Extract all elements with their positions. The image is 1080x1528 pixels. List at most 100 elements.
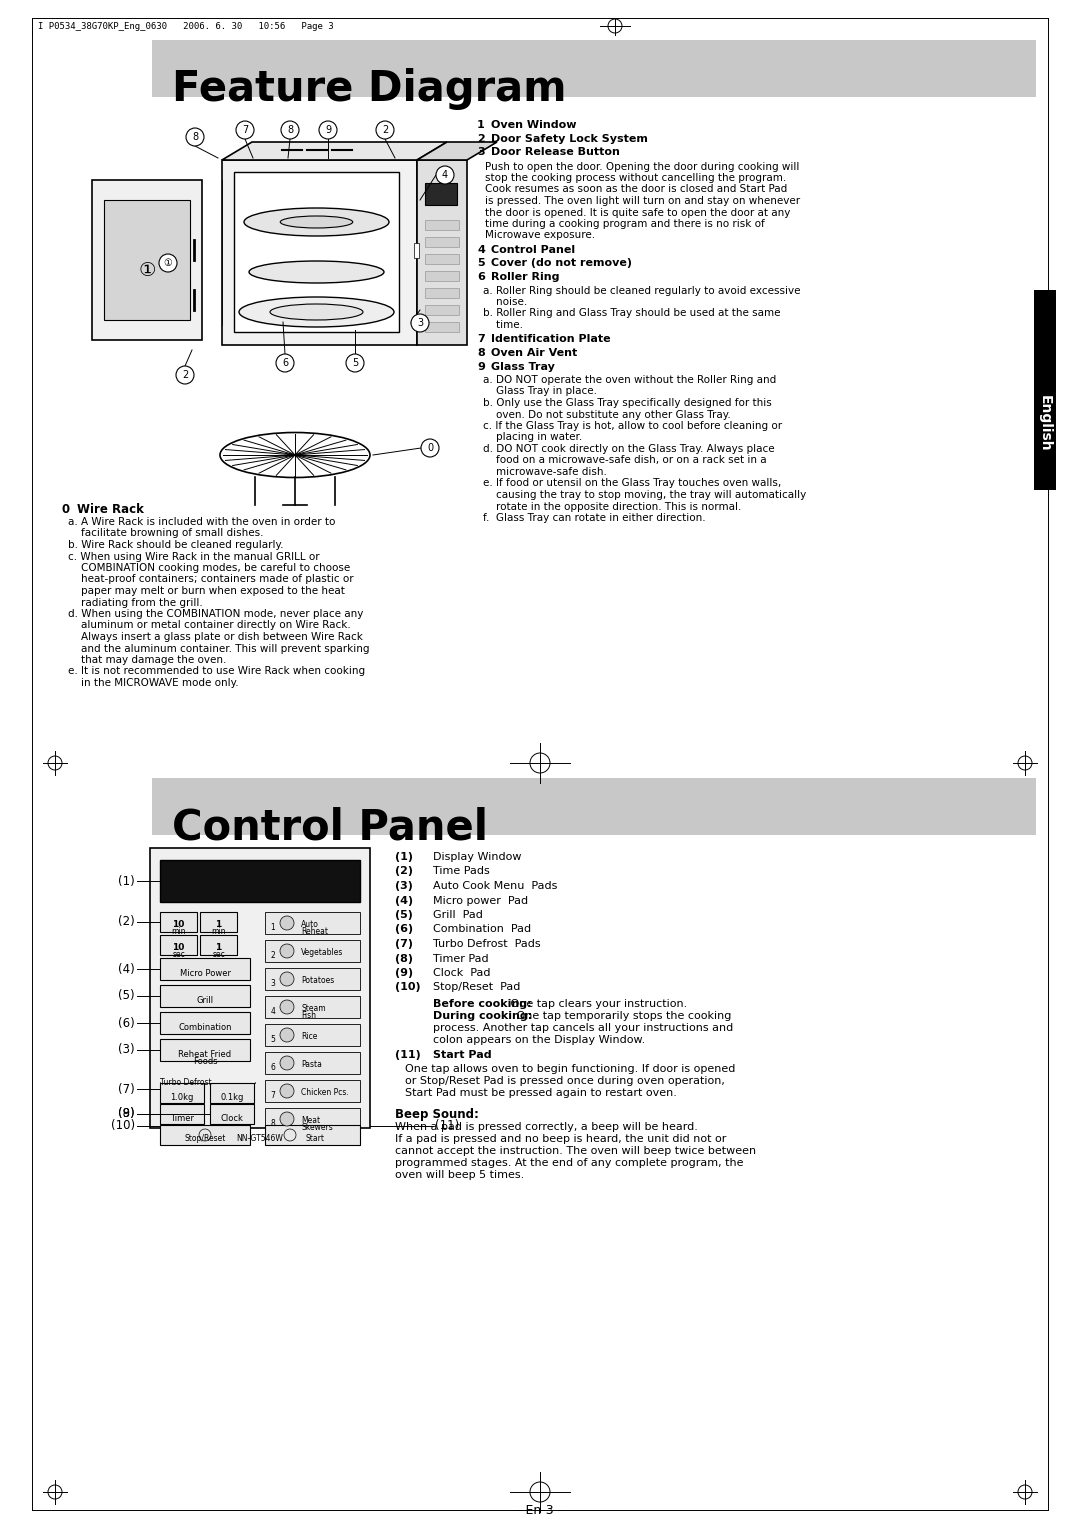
Text: 10: 10 xyxy=(173,943,185,952)
Text: Timer Pad: Timer Pad xyxy=(433,953,488,964)
Text: Wire Rack: Wire Rack xyxy=(77,503,144,516)
Text: (11): (11) xyxy=(395,1050,421,1060)
FancyBboxPatch shape xyxy=(152,778,1036,834)
Text: oven. Do not substitute any other Glass Tray.: oven. Do not substitute any other Glass … xyxy=(483,410,731,420)
Text: Combination: Combination xyxy=(178,1024,232,1031)
FancyBboxPatch shape xyxy=(150,848,370,1128)
FancyBboxPatch shape xyxy=(210,1105,254,1125)
Text: time.: time. xyxy=(483,319,523,330)
Text: d. When using the COMBINATION mode, never place any: d. When using the COMBINATION mode, neve… xyxy=(68,610,363,619)
Text: 8: 8 xyxy=(287,125,293,134)
Text: 2: 2 xyxy=(382,125,388,134)
FancyBboxPatch shape xyxy=(426,287,459,298)
Text: Roller Ring: Roller Ring xyxy=(491,272,559,283)
Text: 6: 6 xyxy=(282,358,288,368)
FancyBboxPatch shape xyxy=(160,1125,249,1144)
FancyBboxPatch shape xyxy=(222,160,417,345)
FancyBboxPatch shape xyxy=(160,986,249,1007)
Text: (1): (1) xyxy=(395,853,413,862)
FancyBboxPatch shape xyxy=(417,160,467,345)
Text: Clock  Pad: Clock Pad xyxy=(433,969,490,978)
Text: 7: 7 xyxy=(242,125,248,134)
Text: Steam: Steam xyxy=(301,1004,326,1013)
Text: sec: sec xyxy=(172,950,185,960)
Circle shape xyxy=(280,1083,294,1099)
Text: 1: 1 xyxy=(215,943,221,952)
Text: Timer: Timer xyxy=(170,1114,194,1123)
FancyBboxPatch shape xyxy=(160,1012,249,1034)
Text: that may damage the oven.: that may damage the oven. xyxy=(68,656,227,665)
Text: Turbo Defrost  Pads: Turbo Defrost Pads xyxy=(433,940,541,949)
FancyBboxPatch shape xyxy=(210,1083,254,1103)
Ellipse shape xyxy=(270,304,363,319)
FancyBboxPatch shape xyxy=(200,912,237,932)
FancyBboxPatch shape xyxy=(160,860,360,902)
Text: Grill  Pad: Grill Pad xyxy=(433,911,483,920)
Text: placing in water.: placing in water. xyxy=(483,432,582,443)
Text: (6): (6) xyxy=(395,924,414,935)
Text: Push to open the door. Opening the door during cooking will: Push to open the door. Opening the door … xyxy=(485,162,799,171)
Text: One tap clears your instruction.: One tap clears your instruction. xyxy=(507,999,687,1008)
Text: Identification Plate: Identification Plate xyxy=(491,335,610,344)
Text: One tap temporarily stops the cooking: One tap temporarily stops the cooking xyxy=(513,1012,731,1021)
Text: 2: 2 xyxy=(477,133,485,144)
FancyBboxPatch shape xyxy=(104,200,190,319)
Text: Potatoes: Potatoes xyxy=(301,976,334,986)
Text: (9): (9) xyxy=(395,969,414,978)
Circle shape xyxy=(411,313,429,332)
Text: Auto Cook Menu  Pads: Auto Cook Menu Pads xyxy=(433,882,557,891)
Text: Time Pads: Time Pads xyxy=(433,866,489,877)
Text: is pressed. The oven light will turn on and stay on whenever: is pressed. The oven light will turn on … xyxy=(485,196,800,206)
Text: heat-proof containers; containers made of plastic or: heat-proof containers; containers made o… xyxy=(68,575,353,585)
FancyBboxPatch shape xyxy=(1034,290,1056,490)
Text: Stop/Reset: Stop/Reset xyxy=(185,1134,226,1143)
Text: (2): (2) xyxy=(395,866,413,877)
Ellipse shape xyxy=(244,208,389,235)
Text: colon appears on the Display Window.: colon appears on the Display Window. xyxy=(433,1034,645,1045)
FancyBboxPatch shape xyxy=(414,243,419,258)
Text: 4: 4 xyxy=(442,170,448,180)
Text: NN-GT546W: NN-GT546W xyxy=(237,1134,283,1143)
Text: Control Panel: Control Panel xyxy=(172,805,488,848)
Text: ①: ① xyxy=(138,260,156,280)
Circle shape xyxy=(319,121,337,139)
Polygon shape xyxy=(222,142,447,160)
Text: I P0534_38G70KP_Eng_0630   2006. 6. 30   10:56   Page 3: I P0534_38G70KP_Eng_0630 2006. 6. 30 10:… xyxy=(38,21,334,31)
Ellipse shape xyxy=(280,215,353,228)
FancyBboxPatch shape xyxy=(160,912,197,932)
Text: 0: 0 xyxy=(62,503,70,516)
Circle shape xyxy=(159,254,177,272)
Text: Start Pad: Start Pad xyxy=(433,1050,491,1060)
Text: oven will beep 5 times.: oven will beep 5 times. xyxy=(395,1170,524,1180)
Circle shape xyxy=(280,999,294,1015)
Text: (8): (8) xyxy=(119,1108,135,1120)
Text: Cover (do not remove): Cover (do not remove) xyxy=(491,258,632,269)
Text: 1: 1 xyxy=(215,920,221,929)
Text: food on a microwave-safe dish, or on a rack set in a: food on a microwave-safe dish, or on a r… xyxy=(483,455,767,466)
Text: e. If food or utensil on the Glass Tray touches oven walls,: e. If food or utensil on the Glass Tray … xyxy=(483,478,781,489)
Text: c. When using Wire Rack in the manual GRILL or: c. When using Wire Rack in the manual GR… xyxy=(68,552,320,561)
FancyBboxPatch shape xyxy=(200,935,237,955)
Text: Before cooking:: Before cooking: xyxy=(433,999,531,1008)
Text: Start Pad must be pressed again to restart oven.: Start Pad must be pressed again to resta… xyxy=(405,1088,677,1099)
Circle shape xyxy=(280,915,294,931)
Text: 8: 8 xyxy=(271,1118,275,1128)
Text: 0.1kg: 0.1kg xyxy=(220,1093,244,1102)
FancyBboxPatch shape xyxy=(426,270,459,281)
Text: c. If the Glass Tray is hot, allow to cool before cleaning or: c. If the Glass Tray is hot, allow to co… xyxy=(483,422,782,431)
Circle shape xyxy=(436,167,454,183)
Text: 4: 4 xyxy=(477,244,485,255)
Text: cannot accept the instruction. The oven will beep twice between: cannot accept the instruction. The oven … xyxy=(395,1146,756,1157)
Text: (8): (8) xyxy=(395,953,413,964)
Text: 9: 9 xyxy=(477,362,485,371)
Text: (7): (7) xyxy=(118,1082,135,1096)
Circle shape xyxy=(276,354,294,371)
Text: a. DO NOT operate the oven without the Roller Ring and: a. DO NOT operate the oven without the R… xyxy=(483,374,777,385)
Text: Micro power  Pad: Micro power Pad xyxy=(433,895,528,906)
Circle shape xyxy=(280,1028,294,1042)
Text: (10): (10) xyxy=(111,1120,135,1132)
Text: f.  Glass Tray can rotate in either direction.: f. Glass Tray can rotate in either direc… xyxy=(483,513,705,523)
Text: Combination  Pad: Combination Pad xyxy=(433,924,531,935)
Text: Fish: Fish xyxy=(301,1012,316,1021)
Text: Clock: Clock xyxy=(220,1114,243,1123)
